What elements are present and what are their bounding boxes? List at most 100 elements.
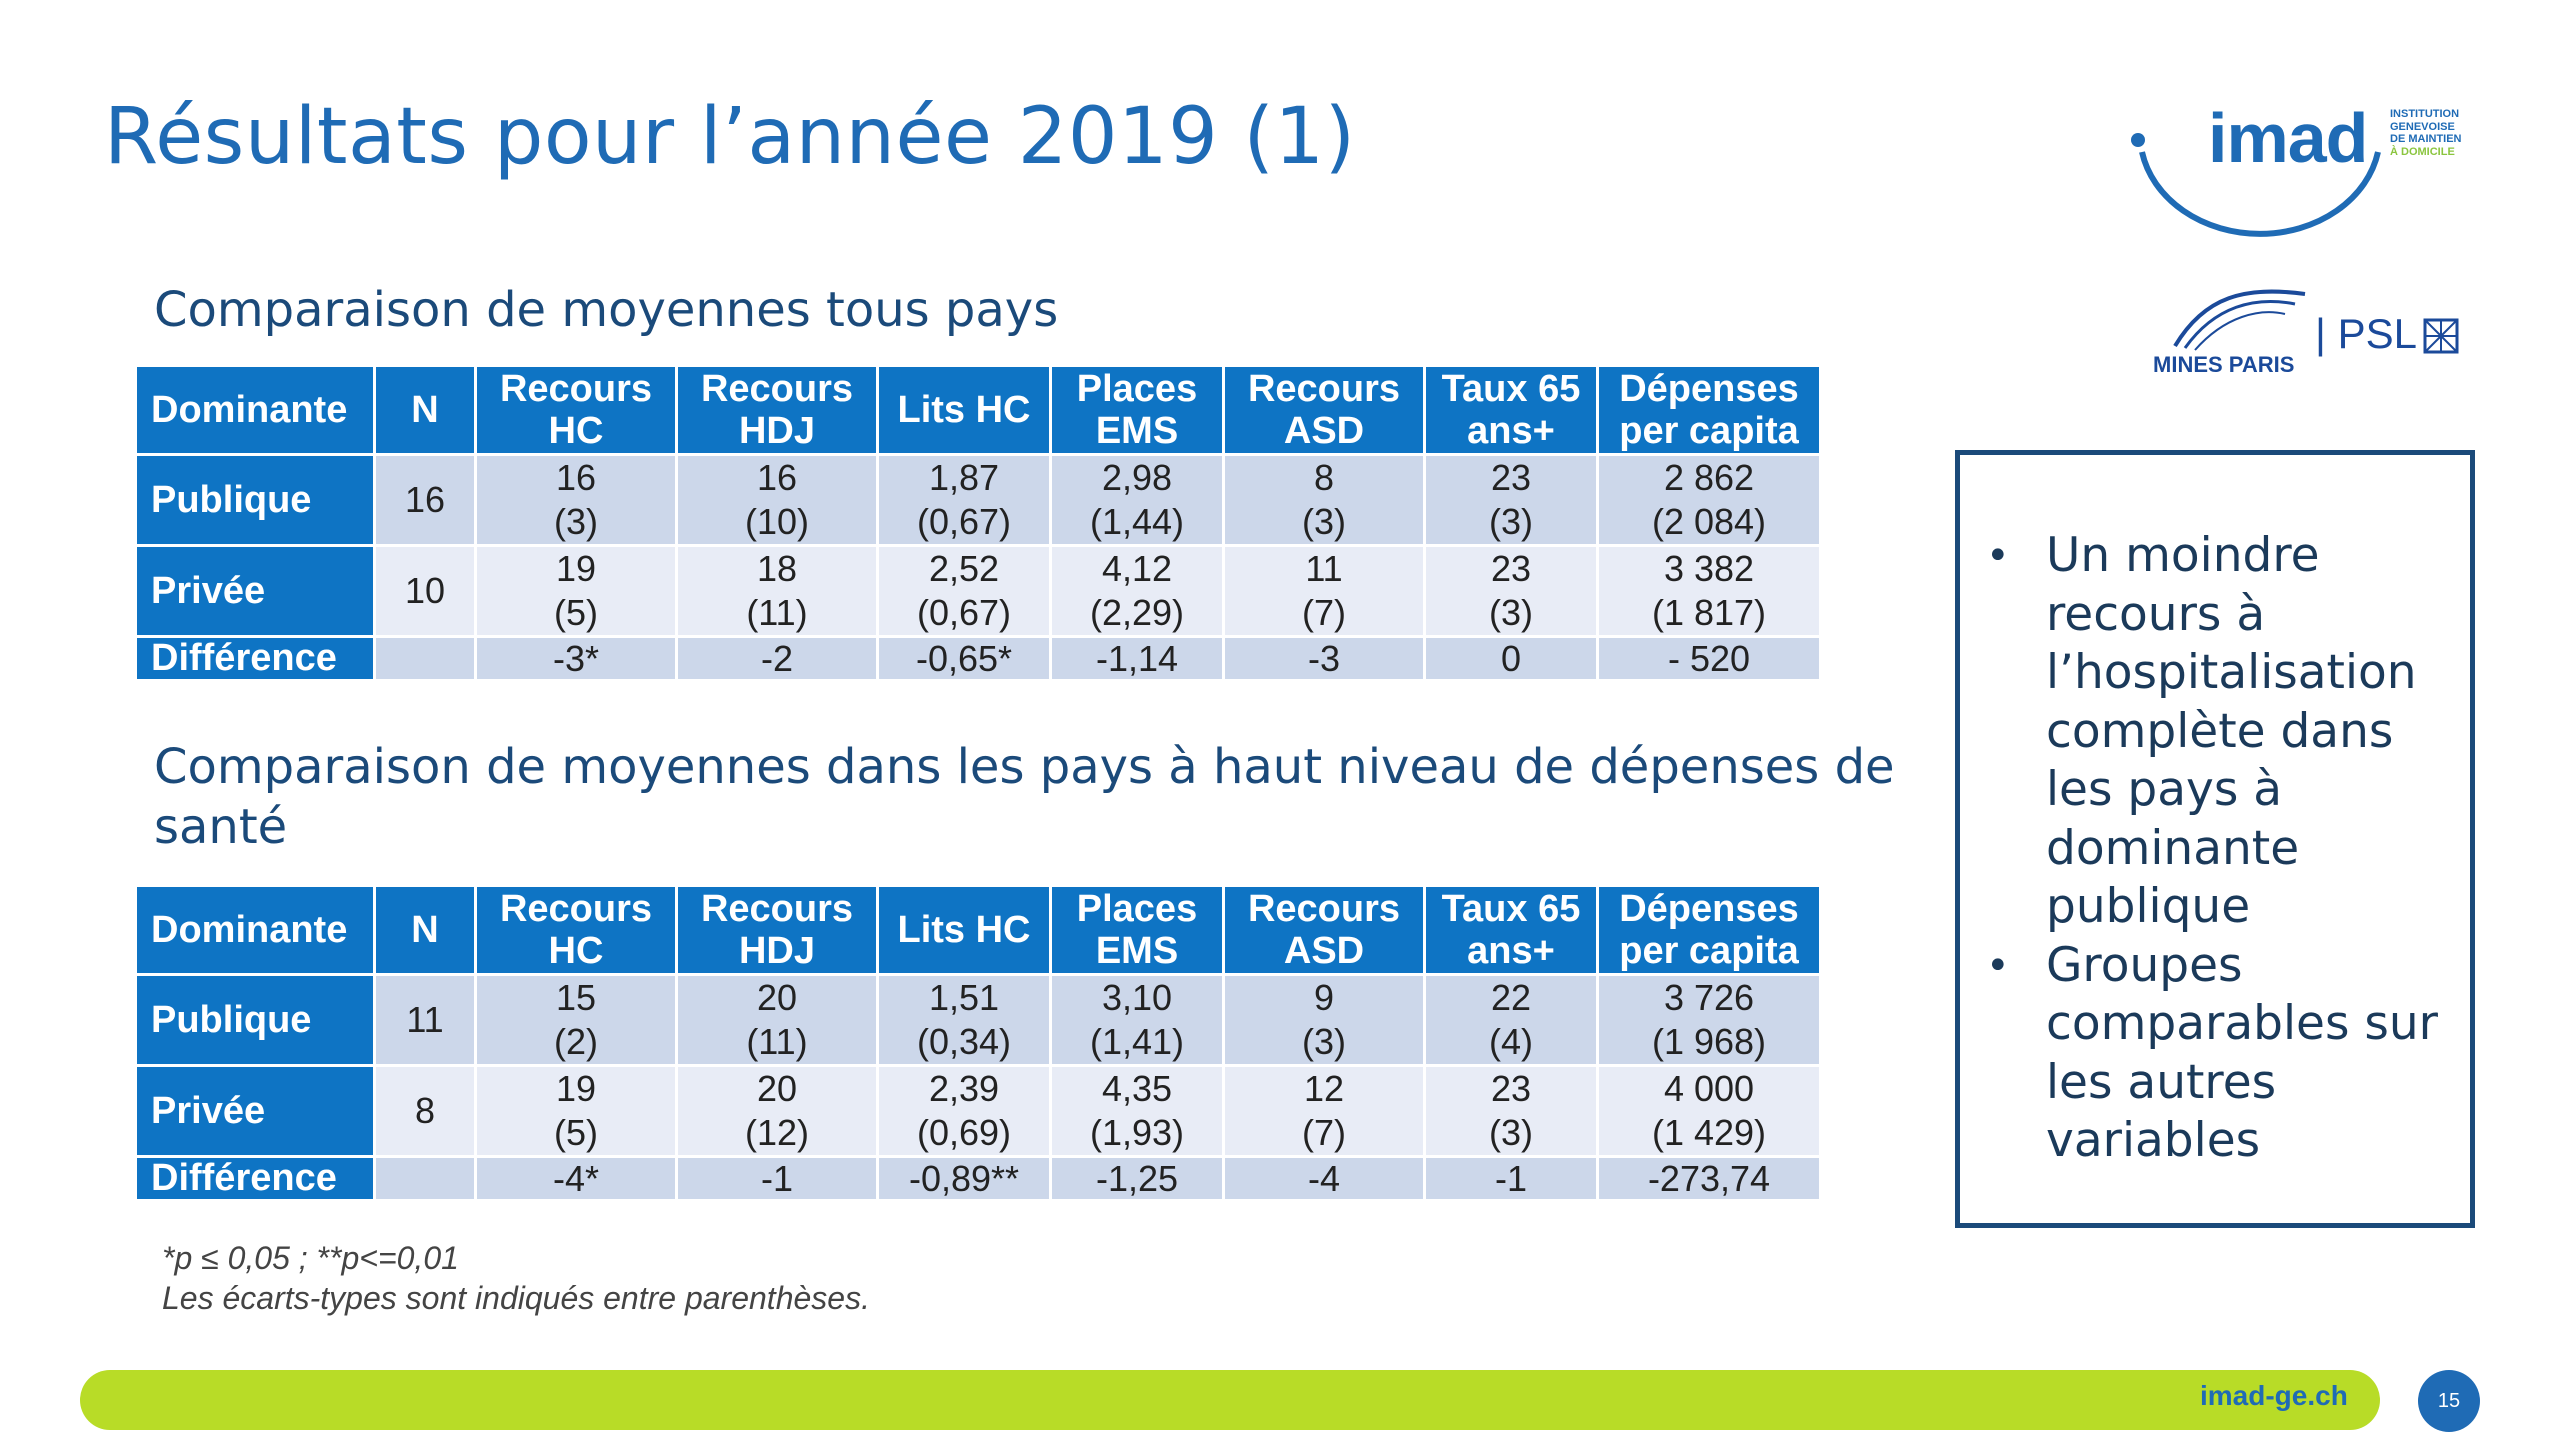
- difference-cell: -1: [678, 1158, 876, 1199]
- table-cell: 2,52 (0,67): [879, 547, 1049, 635]
- table-cell: 16 (3): [477, 456, 675, 544]
- imad-tagline: INSTITUTION GENEVOISE DE MAINTIEN À DOMI…: [2390, 108, 2462, 158]
- table-cell: 20 (12): [678, 1067, 876, 1155]
- page-number-badge: 15: [2418, 1370, 2480, 1432]
- table-row: Privée 8 19 (5) 20 (12) 2,39 (0,69) 4,35 (1,93) 12…: [137, 1067, 1819, 1155]
- table-cell: 19 (5): [477, 547, 675, 635]
- table-footnotes: *p ≤ 0,05 ; **p<=0,01 Les écarts-types s…: [162, 1238, 870, 1318]
- difference-cell: -4*: [477, 1158, 675, 1199]
- column-header: Recours HC: [477, 367, 675, 453]
- column-header: Lits HC: [879, 887, 1049, 973]
- row-label: Privée: [137, 547, 373, 635]
- column-header: N: [376, 367, 474, 453]
- difference-cell: -273,74: [1599, 1158, 1819, 1199]
- slide-title: Résultats pour l’année 2019 (1): [104, 92, 1356, 182]
- summary-list: • Un moindre recours à l’hospitalisation com…: [1976, 527, 2460, 1171]
- row-label: Privée: [137, 1067, 373, 1155]
- column-header: Dépenses per capita: [1599, 367, 1819, 453]
- comparison-table-high-spending: Dominante N Recours HC Recours HDJ Lits HC Plac…: [134, 884, 1822, 1202]
- table-cell: 8 (3): [1225, 456, 1423, 544]
- column-header: Lits HC: [879, 367, 1049, 453]
- significance-note: *p ≤ 0,05 ; **p<=0,01: [162, 1240, 459, 1276]
- row-label: Publique: [137, 456, 373, 544]
- difference-cell: -2: [678, 638, 876, 679]
- difference-cell: - 520: [1599, 638, 1819, 679]
- mines-paris-wordmark: MINES PARIS: [2153, 352, 2295, 377]
- imad-logo: imad INSTITUTION GENEVOISE DE MAINTIEN À…: [2128, 92, 2488, 262]
- table-cell: 23 (3): [1426, 456, 1596, 544]
- summary-item: • Un moindre recours à l’hospitalisation com…: [1986, 528, 2417, 934]
- imad-arc-icon: [2131, 133, 2381, 237]
- column-header: Taux 65 ans+: [1426, 887, 1596, 973]
- difference-cell: -1,25: [1052, 1158, 1222, 1199]
- table-cell: 16 (10): [678, 456, 876, 544]
- n-cell: [376, 638, 474, 679]
- column-header: Recours HDJ: [678, 367, 876, 453]
- difference-cell: -0,89**: [879, 1158, 1049, 1199]
- table-cell: 3 726 (1 968): [1599, 976, 1819, 1064]
- n-cell: 8: [376, 1067, 474, 1155]
- imad-wordmark: imad: [2208, 99, 2368, 177]
- column-header: Taux 65 ans+: [1426, 367, 1596, 453]
- table-row: Publique 11 15 (2) 20 (11) 1,51 (0,34) 3,10 (1,41…: [137, 976, 1819, 1064]
- table-cell: 12 (7): [1225, 1067, 1423, 1155]
- mines-emblem-icon: [2173, 289, 2306, 351]
- row-label: Différence: [137, 638, 373, 679]
- bullet-icon: •: [1986, 533, 2010, 579]
- psl-wordmark: | PSL: [2315, 310, 2417, 357]
- table-cell: 2,98 (1,44): [1052, 456, 1222, 544]
- difference-cell: -3*: [477, 638, 675, 679]
- table-cell: 9 (3): [1225, 976, 1423, 1064]
- bullet-icon: •: [1986, 942, 2010, 989]
- column-header: Dominante: [137, 367, 373, 453]
- table-cell: 2,39 (0,69): [879, 1067, 1049, 1155]
- difference-cell: -4: [1225, 1158, 1423, 1199]
- section1-heading: Comparaison de moyennes tous pays: [154, 282, 1059, 338]
- difference-cell: -1: [1426, 1158, 1596, 1199]
- table-cell: 1,87 (0,67): [879, 456, 1049, 544]
- difference-cell: -0,65*: [879, 638, 1049, 679]
- table-cell: 4,12 (2,29): [1052, 547, 1222, 635]
- table-cell: 11 (7): [1225, 547, 1423, 635]
- mines-paris-psl-logo: MINES PARIS | PSL: [2145, 286, 2465, 386]
- column-header: Places EMS: [1052, 887, 1222, 973]
- table-cell: 22 (4): [1426, 976, 1596, 1064]
- section2-heading: Comparaison de moyennes dans les pays à …: [154, 739, 1895, 855]
- column-header: Recours HDJ: [678, 887, 876, 973]
- std-dev-note: Les écarts-types sont indiqués entre par…: [162, 1280, 870, 1316]
- table-cell: 2 862 (2 084): [1599, 456, 1819, 544]
- difference-cell: -1,14: [1052, 638, 1222, 679]
- difference-row: Différence -3* -2 -0,65* -1,14 -3 0- 520: [137, 638, 1819, 679]
- n-cell: 16: [376, 456, 474, 544]
- n-cell: 11: [376, 976, 474, 1064]
- column-header: Places EMS: [1052, 367, 1222, 453]
- table-row: Privée 10 19 (5) 18 (11) 2,52 (0,67) 4,12 (2,29) 1…: [137, 547, 1819, 635]
- footer-bar: [80, 1370, 2380, 1430]
- table-cell: 1,51 (0,34): [879, 976, 1049, 1064]
- column-header: Dominante: [137, 887, 373, 973]
- table-cell: 20 (11): [678, 976, 876, 1064]
- row-label: Différence: [137, 1158, 373, 1199]
- table-cell: 19 (5): [477, 1067, 675, 1155]
- table-cell: 23 (3): [1426, 1067, 1596, 1155]
- table-cell: 23 (3): [1426, 547, 1596, 635]
- comparison-table-all-countries: Dominante N Recours HC Recours HDJ Lits HC Plac…: [134, 364, 1822, 682]
- table-cell: 15 (2): [477, 976, 675, 1064]
- n-cell: [376, 1158, 474, 1199]
- table-cell: 3,10 (1,41): [1052, 976, 1222, 1064]
- website-link[interactable]: imad-ge.ch: [2200, 1380, 2348, 1411]
- column-header: N: [376, 887, 474, 973]
- summary-item: • Groupes comparables sur les autres variabl…: [1986, 937, 2438, 1169]
- column-header: Dépenses per capita: [1599, 887, 1819, 973]
- table-header-row: Dominante N Recours HC Recours HDJ Lits HC Plac…: [137, 887, 1819, 973]
- table-cell: 3 382 (1 817): [1599, 547, 1819, 635]
- difference-row: Différence -4* -1 -0,89** -1,25 -4 -1 -273,74: [137, 1158, 1819, 1199]
- table-header-row: Dominante N Recours HC Recours HDJ Lits HC Plac…: [137, 367, 1819, 453]
- column-header: Recours ASD: [1225, 367, 1423, 453]
- table-row: Publique 16 16 (3) 16 (10) 1,87 (0,67) 2,98 (1,44…: [137, 456, 1819, 544]
- row-label: Publique: [137, 976, 373, 1064]
- psl-star-icon: [2423, 318, 2459, 354]
- table-cell: 4,35 (1,93): [1052, 1067, 1222, 1155]
- column-header: Recours ASD: [1225, 887, 1423, 973]
- table-cell: 4 000 (1 429): [1599, 1067, 1819, 1155]
